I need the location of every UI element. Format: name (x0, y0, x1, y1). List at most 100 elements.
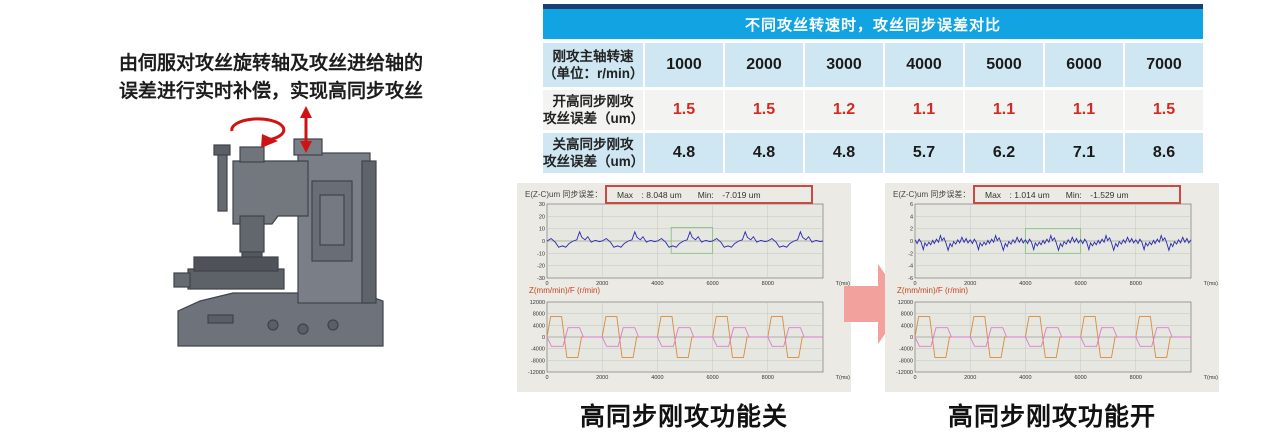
svg-text:0: 0 (542, 335, 545, 341)
error-chart-title: E(Z-C)um 同步误差： (525, 190, 603, 199)
svg-text:-30: -30 (537, 276, 545, 282)
value-cell: 7.1 (1045, 133, 1123, 173)
chart-panel-off: E(Z-C)um 同步误差： Max : 8.048 um Min: -7.01… (517, 183, 851, 392)
svg-text:0: 0 (545, 375, 548, 381)
svg-text:0: 0 (913, 375, 916, 381)
svg-text:4000: 4000 (1019, 281, 1031, 287)
svg-text:-4: -4 (908, 264, 913, 270)
table-top-accent (543, 4, 1203, 9)
machine-body (173, 138, 384, 347)
svg-text:12000: 12000 (530, 300, 545, 306)
svg-text:2000: 2000 (596, 375, 608, 381)
row-label: 关高同步刚攻 攻丝误差（um） (543, 133, 644, 173)
tapping-machine-illustration (173, 106, 384, 347)
value-cell: 3000 (805, 43, 883, 87)
row-label: 刚攻主轴转速 （单位：r/min） (543, 43, 644, 87)
table-row: 刚攻主轴转速 （单位：r/min） 1000 2000 3000 4000 5000 6000… (543, 43, 1203, 87)
svg-text:0: 0 (542, 239, 545, 245)
table-row: 开高同步刚攻 攻丝误差（um） 1.5 1.5 1.2 1.1 1.1 1.1 1.5 (543, 90, 1203, 130)
svg-text:8000: 8000 (533, 312, 545, 318)
value-cell: 4000 (885, 43, 963, 87)
svg-text:T(ms): T(ms) (1204, 375, 1219, 381)
maxmin-callout: Max : 1.014 um Min: -1.529 um (973, 185, 1181, 204)
svg-text:0: 0 (910, 335, 913, 341)
svg-text:T(ms): T(ms) (836, 281, 851, 287)
svg-text:6: 6 (910, 202, 913, 208)
max-value: Max : 8.048 um (617, 190, 682, 200)
value-cell: 8.6 (1125, 133, 1203, 173)
svg-text:4000: 4000 (651, 375, 663, 381)
vertical-feed-arrow-icon (300, 106, 312, 153)
rotation-arrow-icon (230, 117, 286, 148)
svg-text:-4000: -4000 (899, 347, 913, 353)
value-cell: 1.1 (885, 90, 963, 130)
value-cell: 1.1 (965, 90, 1043, 130)
svg-text:8000: 8000 (1130, 375, 1142, 381)
svg-text:4000: 4000 (533, 323, 545, 329)
svg-text:0: 0 (545, 281, 548, 287)
caption-function-off: 高同步刚攻功能关 (579, 403, 788, 431)
value-cell: 2000 (725, 43, 803, 87)
svg-text:2000: 2000 (964, 281, 976, 287)
svg-text:12000: 12000 (898, 300, 913, 306)
table-title: 不同攻丝转速时，攻丝同步误差对比 (543, 9, 1203, 39)
description-line-2: 误差进行实时补偿，实现高同步攻丝 (118, 81, 423, 102)
table-row: 关高同步刚攻 攻丝误差（um） 4.8 4.8 4.8 5.7 6.2 7.1 8.6 (543, 133, 1203, 173)
sync-error-table: 不同攻丝转速时，攻丝同步误差对比 刚攻主轴转速 （单位：r/min） 1000 200… (543, 4, 1203, 173)
svg-text:30: 30 (539, 202, 545, 208)
svg-text:-4000: -4000 (531, 347, 545, 353)
min-value: Min: -1.529 um (1065, 190, 1129, 200)
value-cell: 6.2 (965, 133, 1043, 173)
svg-text:8000: 8000 (762, 375, 774, 381)
min-value: Min: -7.019 um (697, 190, 761, 200)
svg-text:-12000: -12000 (528, 370, 545, 376)
speed-chart-title: Z(mm/min)/F (r/min) (897, 286, 969, 295)
value-cell: 1.1 (1045, 90, 1123, 130)
value-cell: 5.7 (885, 133, 963, 173)
svg-text:-10: -10 (537, 251, 545, 257)
svg-text:-8000: -8000 (899, 358, 913, 364)
svg-text:-6: -6 (908, 276, 913, 282)
svg-text:0: 0 (910, 239, 913, 245)
svg-text:20: 20 (539, 214, 545, 220)
value-cell: 6000 (1045, 43, 1123, 87)
value-cell: 4.8 (725, 133, 803, 173)
error-chart-title: E(Z-C)um 同步误差： (893, 190, 971, 199)
svg-text:0: 0 (913, 281, 916, 287)
value-cell: 1000 (645, 43, 723, 87)
row-label: 开高同步刚攻 攻丝误差（um） (543, 90, 644, 130)
value-cell: 1.5 (645, 90, 723, 130)
svg-text:-8000: -8000 (531, 358, 545, 364)
value-cell: 4.8 (645, 133, 723, 173)
svg-text:6000: 6000 (706, 375, 718, 381)
value-cell: 4.8 (805, 133, 883, 173)
svg-text:-2: -2 (908, 251, 913, 257)
svg-text:T(ms): T(ms) (1204, 281, 1219, 287)
svg-text:2: 2 (910, 227, 913, 233)
error-chart-header: E(Z-C)um 同步误差： Max : 8.048 um Min: -7.01… (525, 185, 847, 205)
maxmin-callout: Max : 8.048 um Min: -7.019 um (605, 185, 813, 204)
svg-text:8000: 8000 (762, 281, 774, 287)
value-cell: 1.5 (725, 90, 803, 130)
svg-text:6000: 6000 (1074, 375, 1086, 381)
svg-text:2000: 2000 (964, 375, 976, 381)
svg-text:6000: 6000 (706, 281, 718, 287)
caption-function-on: 高同步刚攻功能开 (947, 403, 1156, 431)
svg-text:T(ms): T(ms) (836, 375, 851, 381)
svg-text:4000: 4000 (1019, 375, 1031, 381)
error-chart-header: E(Z-C)um 同步误差： Max : 1.014 um Min: -1.52… (893, 185, 1215, 205)
chart-panel-on: E(Z-C)um 同步误差： Max : 1.014 um Min: -1.52… (885, 183, 1219, 392)
max-value: Max : 1.014 um (985, 190, 1050, 200)
svg-text:10: 10 (539, 227, 545, 233)
value-cell: 7000 (1125, 43, 1203, 87)
table-body: 刚攻主轴转速 （单位：r/min） 1000 2000 3000 4000 5000 6000… (543, 43, 1203, 173)
svg-text:4000: 4000 (651, 281, 663, 287)
svg-text:4000: 4000 (901, 323, 913, 329)
description-line-1: 由伺服对攻丝旋转轴及攻丝进给轴的 (118, 53, 423, 74)
svg-text:2000: 2000 (596, 281, 608, 287)
value-cell: 1.5 (1125, 90, 1203, 130)
